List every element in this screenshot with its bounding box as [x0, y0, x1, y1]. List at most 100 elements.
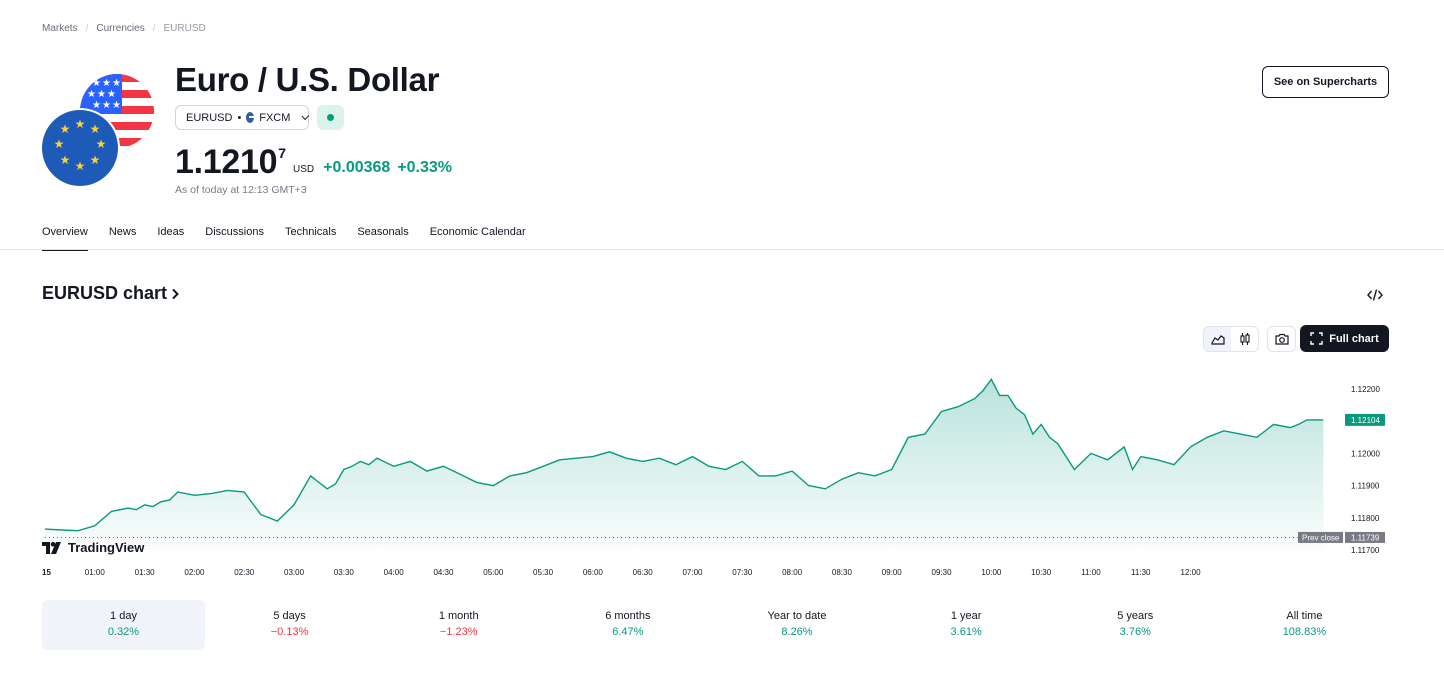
prev-close-badge: Prev close 1.11739 [1298, 531, 1385, 543]
fullscreen-icon [1310, 332, 1323, 345]
x-tick-label: 10:30 [1031, 568, 1052, 577]
period-label: 1 year [950, 610, 982, 622]
svg-text:★: ★ [102, 78, 111, 89]
period-label: Year to date [767, 610, 827, 622]
breadcrumb-markets[interactable]: Markets [42, 23, 78, 34]
period-label: 6 months [605, 610, 651, 622]
prev-close-label: Prev close [1302, 533, 1340, 542]
svg-text:★: ★ [92, 100, 101, 111]
chart-style-group [1203, 326, 1259, 352]
svg-text:★: ★ [112, 78, 121, 89]
price-change-pct: +0.33% [397, 159, 453, 176]
tab-technicals[interactable]: Technicals [284, 226, 337, 238]
price-currency: USD [293, 164, 315, 175]
tab-bar: Overview News Ideas Discussions Technica… [42, 226, 547, 251]
price-main: 1.1210 [175, 143, 278, 181]
symbol-selector[interactable]: EURUSD • FXCM [175, 105, 310, 130]
y-tick-label: 1.12200 [1351, 385, 1380, 394]
svg-text:★: ★ [75, 117, 86, 131]
tradingview-logo-icon [42, 541, 61, 554]
candles-chart-icon[interactable] [1231, 327, 1258, 351]
svg-text:★: ★ [112, 100, 121, 111]
period-value: 0.32% [107, 626, 140, 638]
x-tick-label: 10:00 [981, 568, 1002, 577]
chart-toolbar [1203, 326, 1304, 352]
chart-title-link[interactable]: EURUSD chart [42, 283, 180, 304]
y-tick-label: 1.11800 [1351, 514, 1380, 523]
x-tick-label: 09:00 [882, 568, 903, 577]
svg-text:★: ★ [107, 89, 116, 100]
period-5-years[interactable]: 5 years 3.76% [1051, 600, 1220, 650]
tab-discussions[interactable]: Discussions [205, 226, 264, 238]
svg-text:★: ★ [96, 137, 107, 151]
period-value: 8.26% [781, 626, 813, 638]
full-chart-label: Full chart [1329, 332, 1379, 345]
period-value: −0.13% [270, 626, 309, 638]
area-chart-icon[interactable] [1204, 327, 1231, 351]
period-1-day[interactable]: 1 day 0.32% [42, 600, 205, 650]
price-chart[interactable]: 1.12200 1.12000 1.11900 1.11800 1.11700 15 01… [0, 360, 1444, 582]
svg-text:★: ★ [60, 153, 71, 167]
x-tick-label: 12:00 [1181, 568, 1202, 577]
x-tick-label: 02:30 [234, 568, 255, 577]
tab-divider [0, 249, 1444, 250]
tab-overview[interactable]: Overview [42, 226, 88, 251]
see-on-supercharts-button[interactable]: See on Supercharts [1262, 66, 1389, 98]
price-area [45, 379, 1324, 550]
separator-dot: • [237, 111, 242, 124]
x-tick-label: 08:00 [782, 568, 803, 577]
tab-news[interactable]: News [108, 226, 137, 238]
svg-text:★: ★ [92, 78, 101, 89]
x-tick-label: 05:00 [483, 568, 504, 577]
period-value: 108.83% [1282, 626, 1327, 638]
period-label: All time [1286, 610, 1323, 622]
svg-text:★: ★ [75, 159, 86, 173]
chevron-down-icon [301, 112, 310, 120]
tradingview-logo[interactable]: TradingView [42, 540, 145, 555]
period-all-time[interactable]: All time 108.83% [1220, 600, 1389, 650]
status-dot-icon [327, 114, 334, 121]
last-price-value: 1.12104 [1351, 416, 1380, 425]
y-tick-label: 1.11700 [1351, 546, 1380, 555]
x-tick-label: 06:30 [633, 568, 654, 577]
period-label: 5 days [273, 610, 306, 622]
x-tick-label: 07:00 [682, 568, 703, 577]
period-value: −1.23% [439, 626, 478, 638]
us-flag-icon: ★ ★ ★ ★ ★ ★ ★ ★ ★ ★ ★ ★ ★ ★ ★ ★ ★ [40, 74, 154, 188]
breadcrumb: Markets / Currencies / EURUSD [42, 23, 206, 34]
x-tick-label: 06:00 [583, 568, 604, 577]
svg-text:★: ★ [102, 100, 111, 111]
prev-close-value: 1.11739 [1351, 533, 1380, 542]
x-tick-label: 03:30 [334, 568, 355, 577]
fxcm-icon [246, 112, 255, 123]
breadcrumb-currencies[interactable]: Currencies [96, 23, 145, 34]
svg-text:★: ★ [90, 153, 101, 167]
period-5-days[interactable]: 5 days −0.13% [205, 600, 374, 650]
period-1-year[interactable]: 1 year 3.61% [882, 600, 1051, 650]
camera-icon[interactable] [1268, 327, 1295, 351]
chart-title: EURUSD chart [42, 283, 168, 303]
period-1-month[interactable]: 1 month −1.23% [374, 600, 543, 650]
price-change-abs: +0.00368 [323, 159, 391, 176]
svg-text:★: ★ [60, 122, 71, 136]
period-label: 1 day [110, 610, 137, 622]
x-tick-label: 07:30 [732, 568, 753, 577]
tab-economic-calendar[interactable]: Economic Calendar [429, 226, 526, 238]
symbol-label: EURUSD [186, 111, 233, 124]
period-year-to-date[interactable]: Year to date 8.26% [712, 600, 881, 650]
embed-code-icon[interactable] [1367, 288, 1383, 302]
full-chart-button[interactable]: Full chart [1300, 325, 1389, 352]
x-tick-label: 11:00 [1081, 568, 1101, 577]
market-status-badge[interactable] [317, 105, 344, 130]
period-6-months[interactable]: 6 months 6.47% [543, 600, 712, 650]
period-label: 1 month [438, 610, 479, 622]
tab-ideas[interactable]: Ideas [157, 226, 185, 238]
period-label: 5 years [1117, 610, 1154, 622]
last-price-badge: 1.12104 [1345, 413, 1385, 426]
x-tick-label: 08:30 [832, 568, 853, 577]
period-value: 6.47% [612, 626, 644, 638]
price-block: 1.1210 7 USD +0.00368 +0.33% [175, 141, 452, 183]
tab-seasonals[interactable]: Seasonals [357, 226, 409, 238]
x-tick-label: 04:00 [384, 568, 405, 577]
currency-flags: ★ ★ ★ ★ ★ ★ ★ ★ ★ ★ ★ ★ ★ ★ ★ ★ ★ [40, 72, 158, 190]
